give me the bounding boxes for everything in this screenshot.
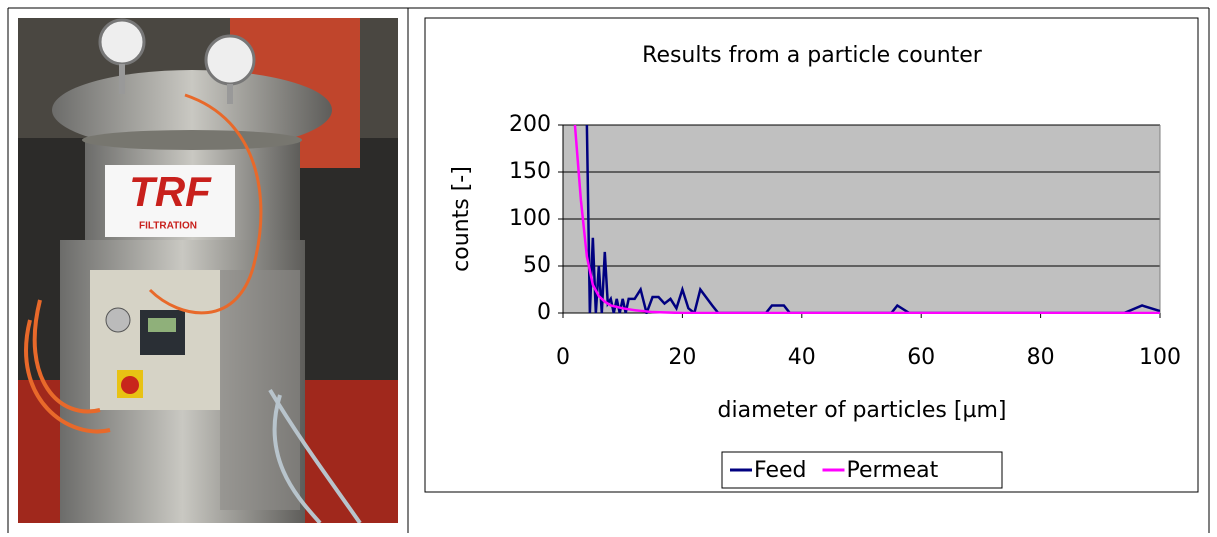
x-tick-label: 80 [1027, 345, 1055, 370]
y-tick-label: 50 [523, 253, 551, 278]
legend-label: Feed [754, 458, 807, 483]
legend-label: Permeat [847, 458, 939, 483]
y-tick-label: 200 [509, 112, 551, 137]
y-tick-label: 150 [509, 159, 551, 184]
x-tick-label: 20 [668, 345, 696, 370]
photo: TRF FILTRATION [18, 18, 398, 523]
chart-title: Results from a particle counter [642, 43, 983, 68]
y-axis-label: counts [-] [449, 166, 474, 272]
photo-logo: TRF [129, 168, 212, 215]
x-axis-label: diameter of particles [µm] [718, 398, 1007, 423]
photo-logo-subtitle: FILTRATION [139, 221, 197, 232]
y-tick-label: 100 [509, 206, 551, 231]
y-tick-label: 0 [537, 300, 551, 325]
x-tick-label: 100 [1139, 345, 1181, 370]
x-tick-label: 40 [788, 345, 816, 370]
series-line [585, 124, 1160, 314]
series-line [573, 124, 1160, 314]
x-tick-label: 60 [907, 345, 935, 370]
legend-box [721, 451, 1003, 489]
x-tick-label: 0 [556, 345, 570, 370]
